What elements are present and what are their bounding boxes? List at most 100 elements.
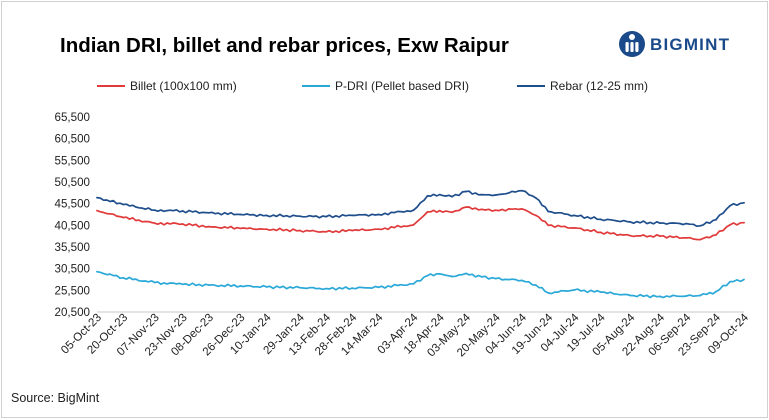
data-point [480, 193, 483, 196]
data-point [729, 280, 731, 283]
data-point [521, 279, 523, 282]
data-point [535, 197, 537, 199]
data-point [547, 292, 550, 294]
y-tick-label: 50,500 [55, 176, 90, 189]
data-point [351, 229, 354, 232]
data-point [699, 224, 702, 227]
data-point [743, 221, 745, 224]
data-point [351, 214, 354, 217]
data-point [239, 213, 242, 216]
data-point [239, 285, 242, 287]
series-line [96, 206, 745, 241]
data-point [208, 211, 210, 214]
source-note: Source: BigMint [11, 391, 100, 405]
data-point [715, 234, 717, 236]
y-tick-label: 45,500 [55, 198, 90, 211]
data-point [153, 281, 156, 284]
series-line [96, 270, 745, 299]
y-tick-label: 55,500 [55, 154, 90, 167]
data-point [599, 291, 602, 293]
data-point [685, 222, 688, 225]
legend-label: P-DRI (Pellet based DRI) [335, 79, 469, 93]
data-point [265, 286, 268, 288]
data-point [208, 225, 210, 228]
data-point [96, 270, 98, 273]
data-point [699, 294, 702, 297]
brand-name: BIGMINT [650, 35, 730, 54]
data-point [181, 223, 184, 225]
data-point [465, 206, 467, 209]
data-point [465, 190, 467, 193]
data-point [438, 193, 441, 196]
data-point [494, 277, 497, 280]
data-point [573, 227, 576, 229]
data-point [521, 189, 523, 192]
y-tick-label: 25,500 [55, 284, 90, 297]
data-point [521, 208, 523, 210]
data-point [153, 209, 156, 212]
data-point [426, 211, 429, 213]
data-point [298, 286, 301, 289]
data-point [743, 201, 745, 204]
data-point [377, 228, 380, 231]
data-point [265, 228, 268, 231]
data-point [599, 231, 602, 234]
plot-area [96, 189, 745, 299]
y-tick-label: 30,500 [55, 263, 90, 276]
data-point [426, 274, 429, 277]
data-point [208, 284, 210, 286]
data-point [451, 195, 453, 198]
data-point [377, 286, 380, 289]
data-point [685, 237, 688, 239]
data-point [659, 295, 661, 298]
brand-logo: BIGMINT [619, 31, 730, 57]
data-point [715, 218, 717, 221]
chart-title: Indian DRI, billet and rebar prices, Exw… [60, 34, 509, 57]
data-point [599, 218, 602, 221]
data-point [465, 272, 467, 275]
data-point [153, 222, 156, 225]
data-point [729, 224, 731, 226]
data-point [715, 290, 717, 293]
data-point [547, 210, 550, 213]
data-point [265, 214, 268, 217]
data-point [426, 195, 429, 197]
data-point [699, 238, 702, 241]
data-point [412, 209, 415, 212]
data-point [325, 215, 327, 218]
series-line [96, 189, 745, 228]
data-point [480, 208, 483, 211]
data-point [573, 289, 576, 291]
data-point [122, 216, 125, 219]
y-tick-label: 60,500 [55, 133, 90, 146]
data-point [239, 227, 242, 230]
data-point [412, 224, 415, 226]
data-point [480, 276, 483, 278]
data-point [412, 282, 415, 285]
data-point [351, 287, 354, 290]
data-point [451, 211, 453, 214]
data-point [325, 287, 327, 290]
legend-label: Rebar (12-25 mm) [550, 79, 648, 93]
y-tick-label: 65,500 [55, 111, 90, 124]
bigmint-logo-icon [619, 31, 645, 57]
data-point [629, 221, 632, 223]
data-point [377, 213, 380, 216]
legend-label: Billet (100x100 mm) [130, 79, 237, 93]
data-point [659, 222, 661, 225]
data-point [451, 275, 453, 278]
data-point [494, 209, 497, 212]
data-point [96, 196, 98, 199]
data-point [438, 273, 441, 275]
x-axis: 05-Oct-2320-Oct-2307-Nov-2323-Nov-2308-D… [58, 311, 751, 360]
data-point [729, 204, 731, 207]
data-point [743, 278, 745, 281]
data-point [122, 203, 125, 206]
data-point [659, 235, 661, 238]
data-point [629, 234, 632, 237]
data-point [181, 283, 184, 286]
data-point [629, 294, 632, 297]
y-tick-label: 20,500 [55, 306, 90, 319]
